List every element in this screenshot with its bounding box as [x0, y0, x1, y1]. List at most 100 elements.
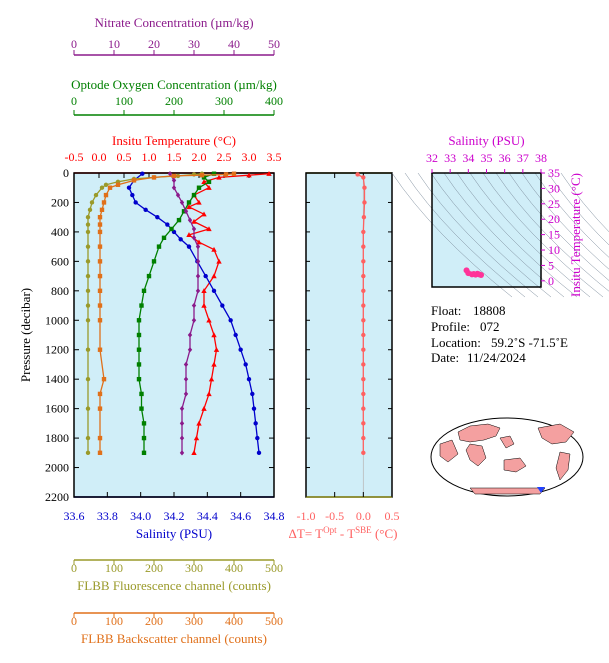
isopycnal-line — [469, 172, 591, 298]
ts-point — [470, 271, 477, 278]
tick-label-fluorescence: 300 — [185, 561, 203, 575]
isopycnal-line — [547, 172, 609, 246]
tick-label-fluorescence: 200 — [145, 561, 163, 575]
land-se-asia — [499, 435, 515, 449]
point-oxygen — [161, 235, 167, 240]
point-salinity — [133, 200, 138, 205]
point-delta_t — [361, 391, 366, 397]
tick-label-salinity: 34.4 — [197, 509, 218, 523]
axis-nitrate: 0 10 20 30 40 50 Nitrate Concentration (µm/kg) — [71, 15, 280, 56]
point-delta_t — [361, 332, 366, 338]
land-asia — [457, 423, 501, 443]
point-oxygen — [136, 332, 142, 338]
point-oxygen — [136, 318, 142, 323]
tick-label-fluorescence: 500 — [265, 561, 283, 575]
axis-title-nitrate: Nitrate Concentration (µm/kg) — [94, 15, 253, 30]
tick-label-temperature: 0.5 — [117, 150, 132, 164]
tick-label-salinity: 34.0 — [130, 509, 151, 523]
point-delta_t — [361, 259, 366, 264]
point-oxygen — [139, 303, 144, 308]
point-nitrate — [195, 258, 201, 265]
float-info: Float: 18808 Profile: 072 Location: 59.2… — [431, 303, 568, 365]
y-tick-label: 600 — [51, 254, 69, 268]
point-backscatter — [97, 259, 103, 264]
point-fluorescence — [85, 347, 91, 352]
point-nitrate — [187, 332, 193, 338]
point-backscatter — [131, 178, 137, 183]
delta-x-tick-label: -1.0 — [297, 509, 316, 523]
y-tick-label: 1400 — [45, 372, 69, 386]
y-tick-label: 200 — [51, 195, 69, 209]
land-africa-left — [465, 443, 487, 467]
point-temperature — [201, 302, 207, 308]
tick-label-backscatter: 0 — [71, 614, 77, 628]
tick-label-nitrate: 50 — [268, 37, 280, 51]
ts-x-tick-label: 32 — [426, 151, 438, 165]
tick-label-salinity: 33.6 — [64, 509, 85, 523]
point-oxygen — [151, 259, 157, 264]
point-fluorescence — [85, 273, 91, 279]
axis-temperature: -0.5 0.0 0.5 1.0 1.5 2.0 2.5 3.0 3.5 Insitu Tempe… — [65, 133, 282, 178]
point-delta_t — [362, 185, 367, 190]
tick-label-temperature: 1.0 — [142, 150, 157, 164]
tick-label-fluorescence: 400 — [225, 561, 243, 575]
tick-label-temperature: 1.5 — [167, 150, 182, 164]
point-fluorescence — [85, 450, 91, 456]
tick-label-backscatter: 500 — [265, 614, 283, 628]
point-backscatter — [97, 229, 103, 235]
delta-title-sup1: Opt — [323, 525, 337, 535]
point-oxygen — [139, 406, 144, 411]
point-fluorescence — [89, 200, 95, 205]
point-nitrate — [183, 208, 189, 214]
ts-x-axis-title: Salinity (PSU) — [448, 133, 524, 148]
point-salinity — [238, 347, 243, 352]
point-fluorescence — [85, 435, 91, 441]
land-south-america — [555, 451, 571, 481]
point-temperature — [216, 258, 222, 264]
point-temperature — [216, 174, 222, 180]
point-backscatter — [97, 347, 103, 352]
point-salinity — [253, 421, 258, 426]
point-salinity — [203, 273, 208, 279]
tick-label-backscatter: 100 — [105, 614, 123, 628]
point-delta_t — [361, 450, 366, 456]
tick-label-fluorescence: 100 — [105, 561, 123, 575]
point-salinity — [165, 222, 170, 227]
series-delta_t — [355, 172, 367, 456]
series-nitrate — [167, 171, 201, 456]
ts-y-axis-title: Insitu Temperature (°C) — [568, 173, 583, 297]
ts-y-tick-label: 15 — [548, 228, 560, 242]
float-label: Float: — [431, 303, 461, 318]
point-fluorescence — [85, 244, 91, 249]
point-delta_t — [355, 172, 360, 177]
delta-x-tick-label: 0.5 — [385, 509, 400, 523]
ts-isopycnals — [391, 172, 609, 298]
y-axis-title: Pressure (decibar) — [18, 288, 33, 382]
tick-label-fluorescence: 0 — [71, 561, 77, 575]
delta-x-tick-label: -0.5 — [325, 509, 344, 523]
tick-label-nitrate: 30 — [188, 37, 200, 51]
point-nitrate — [191, 226, 197, 232]
point-nitrate — [187, 217, 193, 223]
point-backscatter — [97, 273, 103, 279]
point-nitrate — [167, 171, 173, 177]
point-oxygen — [141, 421, 147, 426]
point-nitrate — [195, 273, 201, 279]
isopycnal-line — [430, 172, 552, 298]
point-fluorescence — [87, 207, 93, 213]
point-backscatter — [115, 182, 121, 187]
axis-title-backscatter: FLBB Backscatter channel (counts) — [81, 631, 267, 646]
land-north-america — [537, 423, 575, 445]
delta-x-tick-label: 0.0 — [356, 509, 371, 523]
isopycnal-line — [417, 172, 539, 298]
main-plot-frame — [73, 172, 275, 498]
ts-x-tick-label: 35 — [481, 151, 493, 165]
point-backscatter — [231, 171, 237, 176]
axis-title-oxygen: Optode Oxygen Concentration (µm/kg) — [71, 77, 277, 92]
ts-y-tick-label: 0 — [548, 274, 554, 288]
point-salinity — [233, 332, 238, 338]
point-fluorescence — [85, 318, 91, 323]
point-backscatter — [103, 192, 109, 198]
point-oxygen — [146, 273, 152, 279]
